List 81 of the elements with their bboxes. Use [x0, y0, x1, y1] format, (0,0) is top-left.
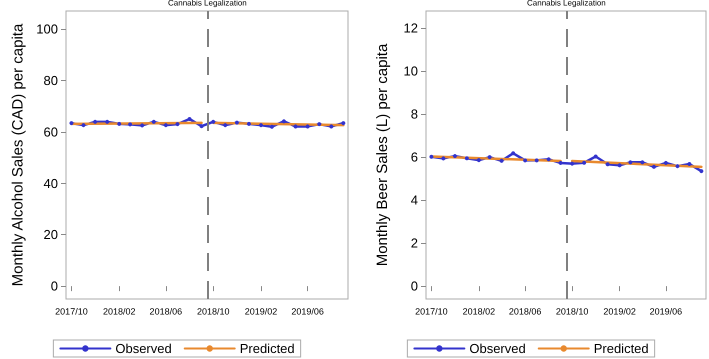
- x-tick-label: 2018/06: [150, 306, 182, 316]
- legend-label: Observed: [469, 341, 526, 356]
- point: [558, 160, 563, 165]
- point: [699, 169, 704, 174]
- x-tick-label: 2018/10: [196, 306, 230, 316]
- y-tick-label: 0: [410, 278, 418, 294]
- point: [546, 157, 551, 162]
- x-tick-label: 2019/06: [650, 306, 682, 316]
- point: [511, 151, 516, 156]
- point: [234, 120, 239, 125]
- y-tick-label: 80: [44, 72, 58, 88]
- legend-label: Predicted: [240, 341, 295, 356]
- point: [523, 158, 528, 162]
- point: [341, 121, 346, 126]
- point: [464, 156, 469, 160]
- y-tick-label: 8: [410, 106, 418, 122]
- y-tick-label: 0: [50, 278, 58, 294]
- y-tick-label: 100: [36, 22, 58, 36]
- point: [211, 120, 216, 124]
- ref-line-label: Cannabis Legalization: [168, 0, 247, 8]
- point: [687, 162, 692, 166]
- point: [152, 120, 156, 124]
- point: [441, 156, 446, 160]
- point: [570, 162, 574, 166]
- point: [476, 158, 481, 162]
- y-tick-label: 20: [44, 227, 58, 242]
- point: [640, 160, 644, 164]
- legend-label: Predicted: [594, 341, 649, 356]
- y-tick-label: 40: [44, 176, 58, 191]
- point: [246, 122, 251, 126]
- point: [93, 120, 98, 124]
- x-tick-label: 2019/02: [244, 306, 278, 316]
- point: [429, 154, 434, 159]
- point: [294, 124, 298, 128]
- y-axis-title: Monthly Alcohol Sales (CAD) per capita: [9, 23, 26, 286]
- x-tick-label: 2018/10: [556, 306, 588, 316]
- y-axis-title: Monthly Beer Sales (L) per capita: [374, 43, 391, 266]
- point: [488, 155, 492, 160]
- point: [582, 160, 586, 165]
- y-tick-label: 60: [44, 124, 58, 140]
- legend-label: Observed: [115, 341, 172, 356]
- point: [69, 121, 74, 126]
- point: [117, 122, 122, 126]
- point: [81, 123, 86, 128]
- point: [317, 122, 322, 126]
- x-tick-label: 2017/10: [55, 306, 88, 316]
- point: [175, 122, 180, 126]
- point: [140, 123, 144, 128]
- x-tick-label: 2019/02: [603, 306, 636, 316]
- point: [188, 117, 192, 121]
- point: [200, 124, 204, 128]
- point: [306, 124, 310, 128]
- point: [594, 154, 598, 159]
- x-tick-label: 2018/02: [462, 306, 496, 316]
- point: [664, 160, 668, 165]
- x-tick-label: 2019/06: [291, 306, 324, 316]
- x-tick-label: 2017/10: [415, 306, 448, 316]
- point: [282, 119, 286, 124]
- y-tick-label: 4: [410, 192, 418, 208]
- point: [606, 162, 610, 166]
- ref-line-label: Cannabis Legalization: [527, 0, 606, 8]
- point: [534, 158, 539, 162]
- point: [628, 160, 632, 164]
- y-tick-label: 12: [404, 20, 418, 36]
- y-tick-label: 2: [410, 236, 418, 251]
- point: [164, 123, 168, 128]
- y-tick-label: 6: [410, 150, 418, 165]
- point: [223, 123, 228, 128]
- point: [258, 123, 263, 128]
- point: [500, 158, 504, 163]
- point: [675, 164, 680, 168]
- point: [452, 154, 457, 158]
- point: [618, 163, 622, 168]
- x-tick-label: 2018/06: [508, 306, 542, 316]
- point: [329, 124, 334, 128]
- point: [105, 120, 110, 124]
- point: [652, 164, 656, 169]
- x-tick-label: 2018/02: [102, 306, 136, 316]
- point: [270, 124, 274, 129]
- point: [128, 122, 132, 126]
- y-tick-label: 10: [404, 64, 418, 79]
